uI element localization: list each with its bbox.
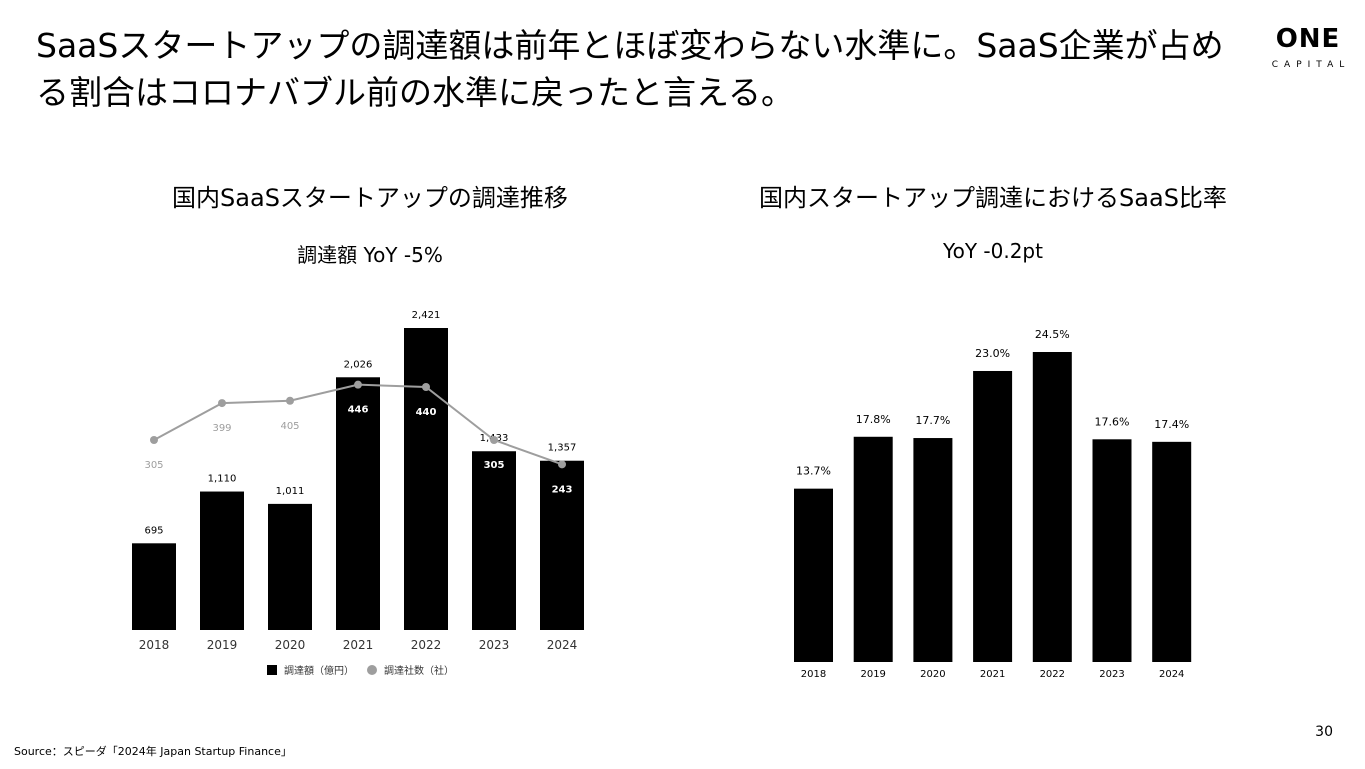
bar-2023	[472, 451, 516, 630]
legend-swatch-amount	[267, 665, 277, 675]
ratio-bar-2019	[853, 436, 893, 662]
ratio-bar-2022	[1032, 352, 1072, 662]
chart1-subtitle: 調達額 YoY -5%	[297, 243, 443, 267]
source-note: Source：スピーダ「2024年 Japan Startup Finance」	[14, 745, 292, 758]
count-label-2022: 440	[416, 407, 437, 418]
ratio-label-2023: 17.6%	[1095, 415, 1130, 428]
x-tick-2021: 2021	[343, 638, 374, 652]
ratio-x-tick-2024: 2024	[1159, 669, 1184, 680]
ratio-bar-2020	[913, 438, 953, 662]
legend-label-count: 調達社数（社）	[384, 664, 454, 677]
bar-label-2021: 2,026	[344, 359, 373, 370]
count-label-2021: 446	[348, 405, 369, 416]
chart1-title: 国内SaaSスタートアップの調達推移	[172, 184, 568, 212]
ratio-bar-2021	[973, 370, 1013, 662]
x-tick-2018: 2018	[139, 638, 170, 652]
ratio-label-2020: 17.7%	[915, 414, 950, 427]
bar-2021	[336, 377, 380, 630]
bar-label-2020: 1,011	[276, 486, 305, 497]
x-tick-2022: 2022	[411, 638, 442, 652]
count-label-2024: 243	[552, 484, 573, 495]
logo-subtitle: CAPITAL	[1271, 60, 1351, 70]
x-tick-2020: 2020	[275, 638, 306, 652]
bar-label-2019: 1,110	[208, 474, 237, 485]
count-point-2019	[218, 399, 226, 408]
bar-2018	[132, 543, 176, 630]
count-label-2018: 305	[144, 460, 163, 471]
chart2-subtitle: YoY -0.2pt	[943, 239, 1043, 263]
funding-trend-chart: 695 2018 1,110 2019 1,011 2020 2,026 2021 2,421 2…	[132, 310, 584, 677]
chart2-title: 国内スタートアップ調達におけるSaaS比率	[759, 184, 1227, 212]
bar-2024	[540, 460, 584, 630]
page-number: 30	[1315, 724, 1333, 740]
count-point-2021	[354, 380, 362, 389]
x-tick-2024: 2024	[547, 638, 578, 652]
legend-label-amount: 調達額（億円）	[284, 664, 354, 677]
ratio-bar-2023	[1092, 439, 1132, 662]
bar-2022	[404, 328, 448, 630]
logo-word: ONE	[1275, 24, 1341, 54]
x-tick-2023: 2023	[479, 638, 510, 652]
legend-swatch-count	[367, 665, 377, 675]
ratio-bar-2018	[794, 488, 833, 662]
ratio-x-tick-2023: 2023	[1099, 669, 1124, 680]
page-headline: SaaSスタートアップの調達額は前年とほぼ変わらない水準に。SaaS企業が占める…	[36, 26, 1224, 112]
one-capital-logo: ONE CAPITAL	[1258, 22, 1358, 70]
bar-2020	[268, 503, 312, 630]
count-point-2020	[286, 396, 294, 405]
count-label-2020: 405	[280, 421, 299, 432]
bar-2019	[200, 491, 244, 630]
bar-label-2022: 2,421	[412, 310, 441, 321]
x-tick-2019: 2019	[207, 638, 238, 652]
saas-ratio-chart: 13.7% 2018 17.8% 2019 17.7% 2020 23.0% 2021 24.5…	[794, 328, 1192, 680]
count-point-2022	[422, 383, 430, 392]
ratio-x-tick-2020: 2020	[920, 669, 945, 680]
bar-label-2018: 695	[144, 525, 163, 536]
ratio-label-2018: 13.7%	[796, 465, 831, 478]
ratio-label-2024: 17.4%	[1154, 418, 1189, 431]
count-point-2018	[150, 436, 158, 444]
count-label-2019: 399	[212, 423, 231, 434]
count-label-2023: 305	[484, 460, 505, 471]
ratio-x-tick-2018: 2018	[801, 669, 826, 680]
bar-label-2024: 1,357	[548, 443, 577, 454]
ratio-x-tick-2021: 2021	[980, 669, 1005, 680]
ratio-x-tick-2022: 2022	[1040, 669, 1065, 680]
count-point-2023	[490, 436, 498, 444]
ratio-label-2022: 24.5%	[1035, 328, 1070, 341]
count-point-2024	[558, 460, 566, 469]
ratio-label-2021: 23.0%	[975, 347, 1010, 360]
ratio-bar-2024	[1152, 441, 1192, 662]
ratio-x-tick-2019: 2019	[860, 669, 885, 680]
ratio-label-2019: 17.8%	[856, 413, 891, 426]
